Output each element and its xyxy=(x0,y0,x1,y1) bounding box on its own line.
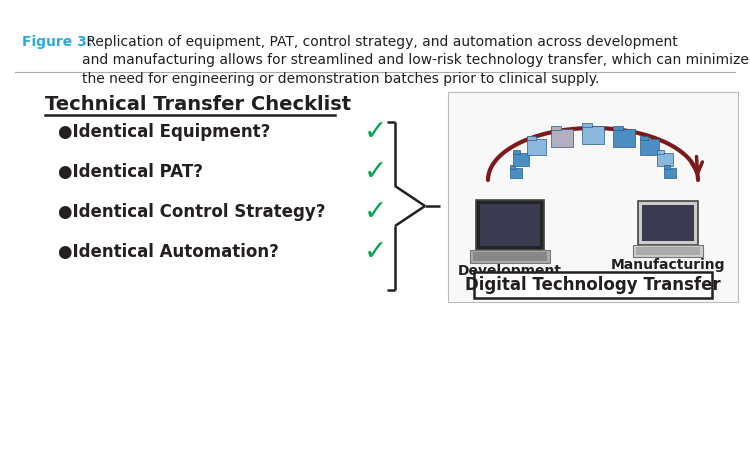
FancyBboxPatch shape xyxy=(642,205,694,241)
FancyBboxPatch shape xyxy=(473,252,547,261)
FancyBboxPatch shape xyxy=(582,126,604,144)
FancyBboxPatch shape xyxy=(551,129,573,147)
FancyBboxPatch shape xyxy=(510,166,515,170)
FancyBboxPatch shape xyxy=(582,123,592,126)
FancyBboxPatch shape xyxy=(513,153,529,166)
Text: ●Identical Automation?: ●Identical Automation? xyxy=(58,243,279,261)
Text: Development: Development xyxy=(458,264,562,278)
FancyBboxPatch shape xyxy=(470,250,550,263)
FancyBboxPatch shape xyxy=(657,150,664,154)
Text: ●Identical Equipment?: ●Identical Equipment? xyxy=(58,123,270,141)
Text: Digital Technology Transfer: Digital Technology Transfer xyxy=(465,276,721,294)
Text: Figure 3:: Figure 3: xyxy=(22,35,92,49)
Text: ✓: ✓ xyxy=(363,238,387,266)
FancyBboxPatch shape xyxy=(510,168,522,178)
Text: Manufacturing: Manufacturing xyxy=(610,258,725,272)
Text: ●Identical PAT?: ●Identical PAT? xyxy=(58,163,203,181)
FancyBboxPatch shape xyxy=(636,247,700,255)
FancyBboxPatch shape xyxy=(657,153,674,166)
FancyBboxPatch shape xyxy=(527,139,546,155)
FancyBboxPatch shape xyxy=(551,126,561,130)
FancyBboxPatch shape xyxy=(476,200,544,250)
Text: ✓: ✓ xyxy=(363,118,387,146)
FancyBboxPatch shape xyxy=(638,201,698,245)
FancyBboxPatch shape xyxy=(527,136,536,140)
Text: ●Identical Control Strategy?: ●Identical Control Strategy? xyxy=(58,203,326,221)
FancyBboxPatch shape xyxy=(613,129,634,147)
FancyBboxPatch shape xyxy=(640,136,649,140)
FancyBboxPatch shape xyxy=(448,92,738,302)
FancyBboxPatch shape xyxy=(513,150,520,154)
Text: ✓: ✓ xyxy=(363,158,387,186)
FancyBboxPatch shape xyxy=(664,166,670,170)
FancyBboxPatch shape xyxy=(664,168,676,178)
FancyBboxPatch shape xyxy=(633,245,703,257)
FancyBboxPatch shape xyxy=(640,139,659,155)
FancyBboxPatch shape xyxy=(613,126,622,130)
Text: Replication of equipment, PAT, control strategy, and automation across developme: Replication of equipment, PAT, control s… xyxy=(82,35,748,86)
FancyBboxPatch shape xyxy=(474,272,712,298)
FancyBboxPatch shape xyxy=(480,204,540,246)
Text: Technical Transfer Checklist: Technical Transfer Checklist xyxy=(45,95,351,114)
Text: ✓: ✓ xyxy=(363,198,387,226)
